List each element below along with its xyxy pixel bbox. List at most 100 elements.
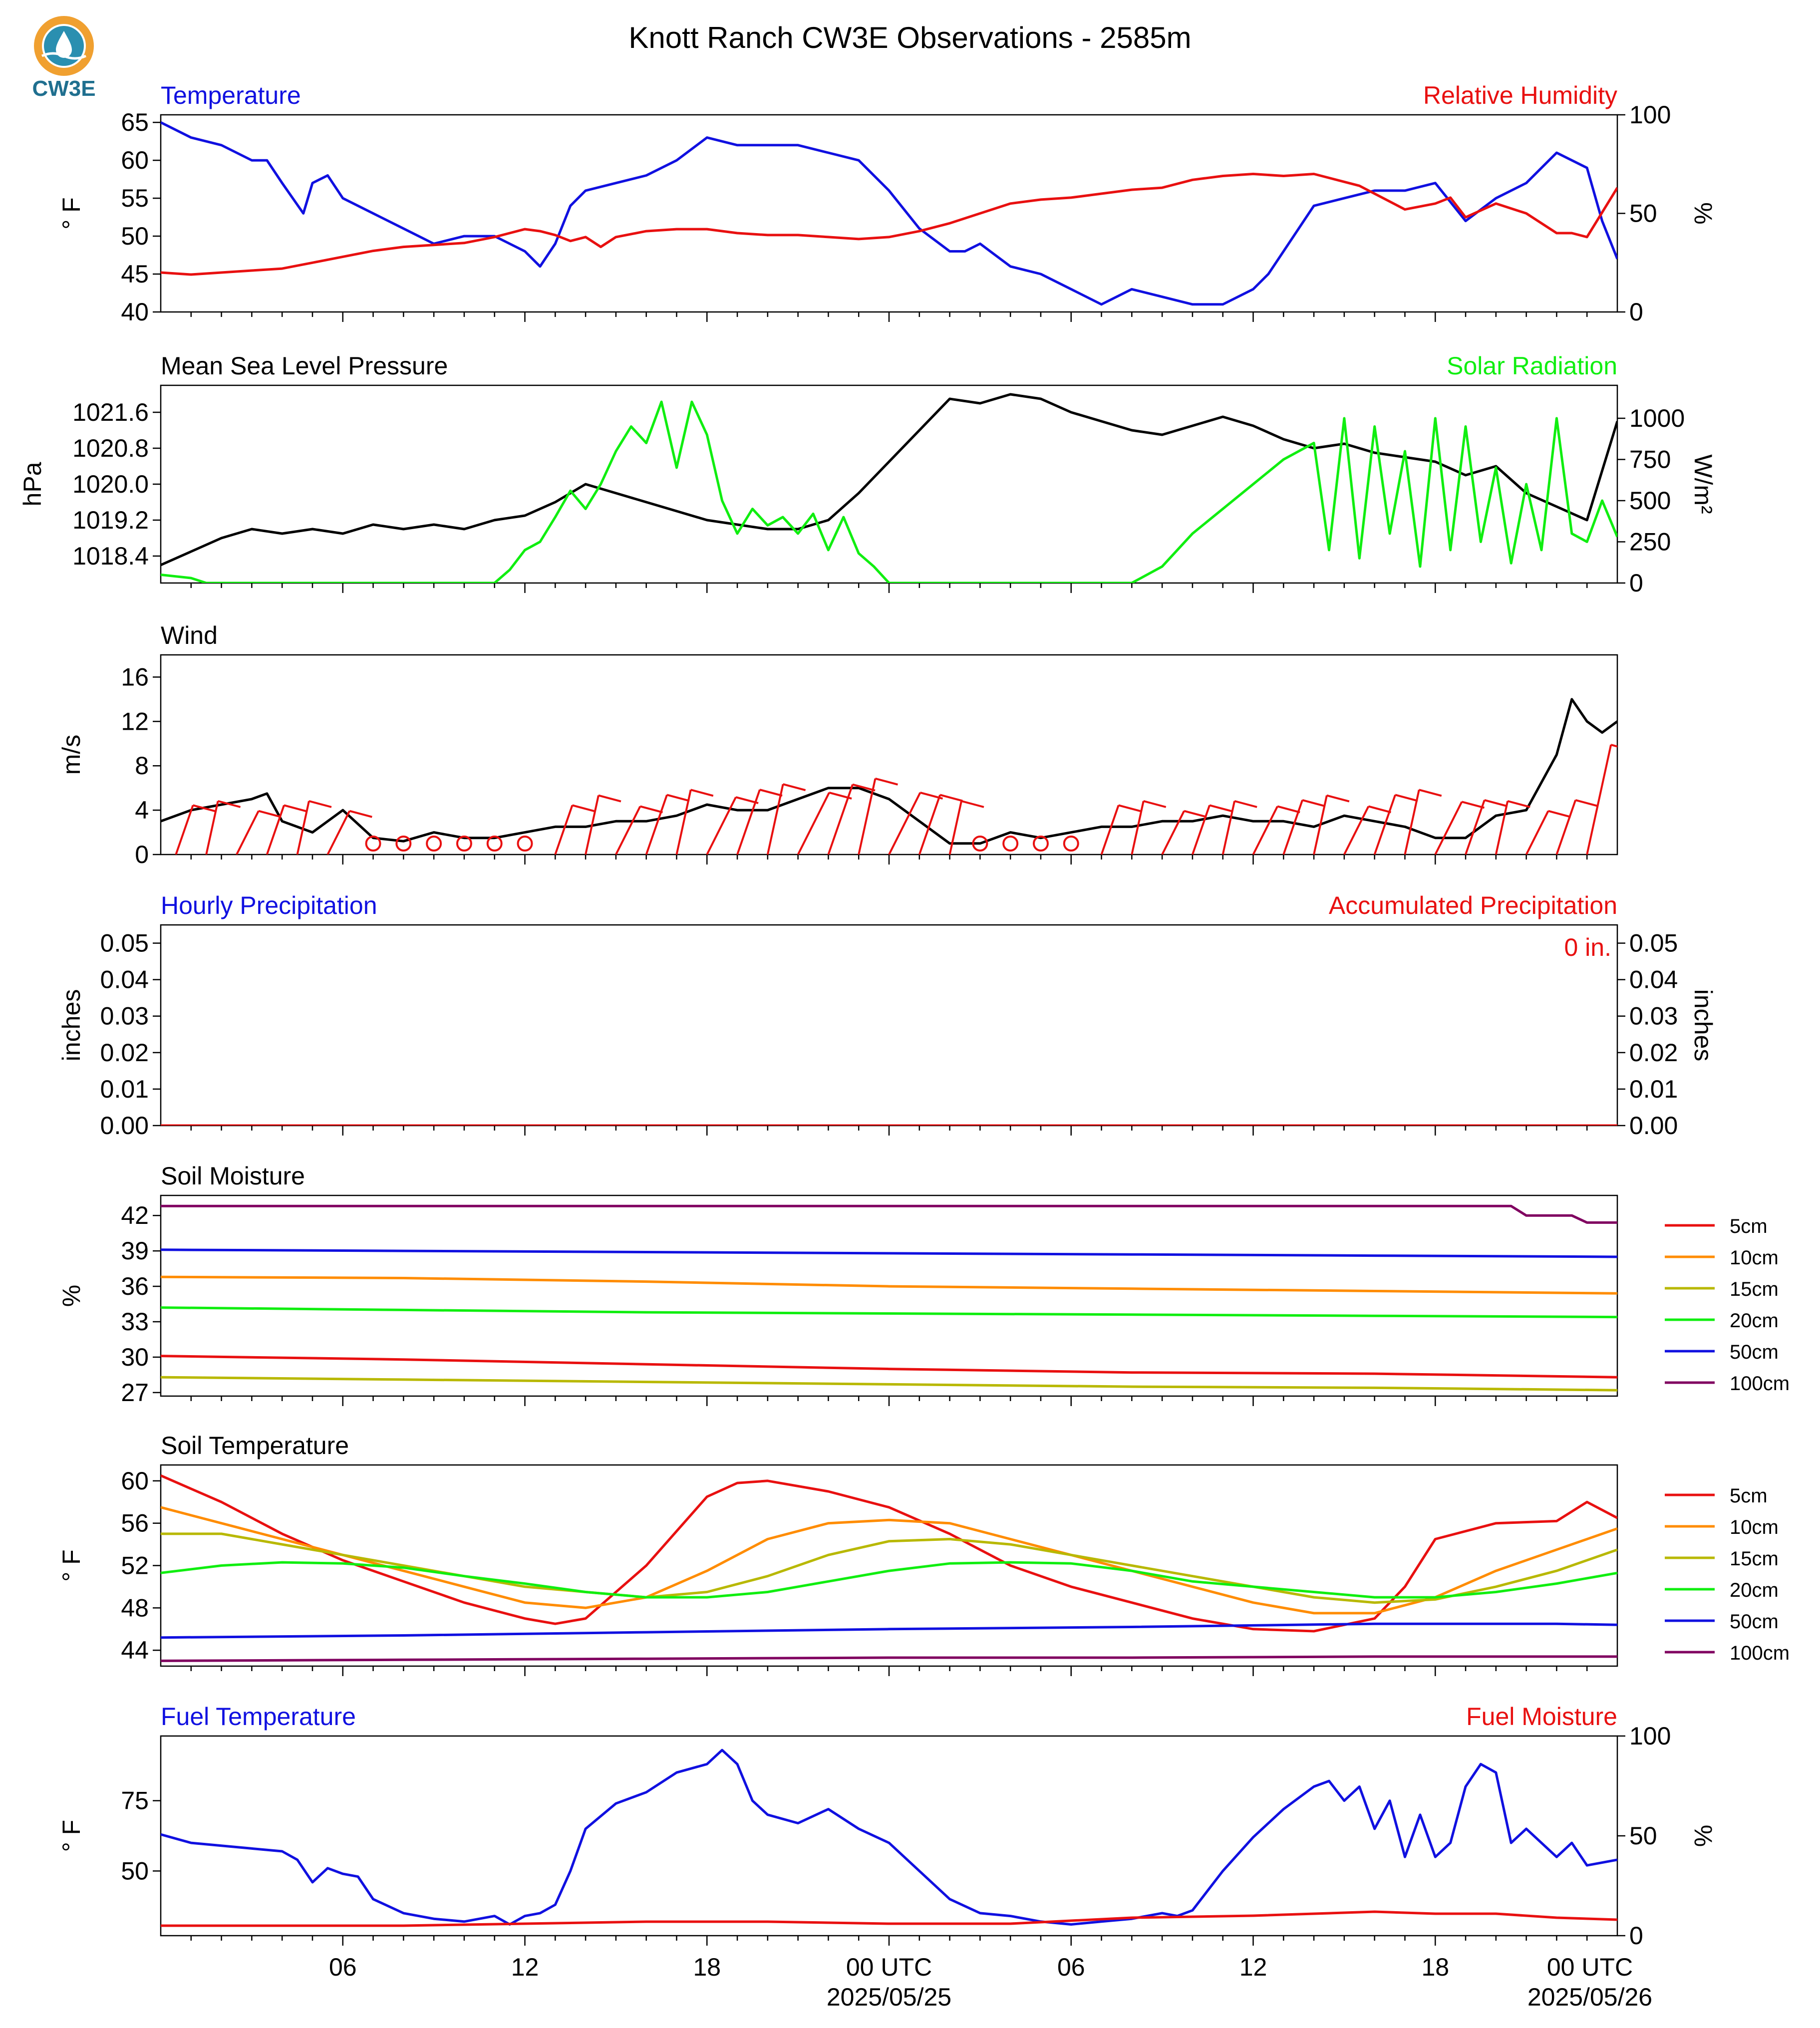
wind-barb-shaft bbox=[736, 789, 761, 855]
y-axis-label: ° F bbox=[57, 1820, 85, 1852]
x-tick-label: 12 bbox=[511, 1953, 539, 1981]
legend-entry: 5cm bbox=[1730, 1215, 1768, 1237]
wind-barb-flag bbox=[639, 805, 663, 814]
x-tick-label: 06 bbox=[329, 1953, 357, 1981]
y-tick-label: 56 bbox=[121, 1509, 149, 1537]
y-tick-label: 50 bbox=[121, 222, 149, 250]
plot-frame bbox=[160, 114, 1618, 313]
series-10cm bbox=[161, 1275, 1617, 1295]
series-100cm bbox=[161, 1204, 1617, 1224]
y2-tick-label: 100 bbox=[1629, 1722, 1671, 1750]
panel-soil_temperature: Soil Temperature 44 48 52 56 60 ° F 5cm 10cm 15cm… bbox=[57, 1432, 1790, 1676]
wind-barb-flag bbox=[1395, 794, 1418, 802]
wind-barb-shaft bbox=[296, 801, 310, 855]
wind-barb-flag bbox=[1507, 800, 1530, 808]
panel-title-right: Accumulated Precipitation bbox=[1329, 891, 1617, 919]
wind-barb-shaft bbox=[1313, 795, 1328, 855]
wind-barb-flag bbox=[1302, 799, 1325, 807]
logo-wave bbox=[41, 52, 87, 60]
y-tick-label: 39 bbox=[121, 1237, 149, 1265]
y2-tick-label: 0.00 bbox=[1629, 1112, 1678, 1140]
x-tick-label: 00 UTC bbox=[1547, 1953, 1633, 1981]
wind-barb-shaft bbox=[1343, 806, 1370, 855]
wind-barb-flag bbox=[852, 783, 876, 792]
wind-barb-shaft bbox=[554, 805, 574, 855]
cw3e-logo: CW3E bbox=[32, 16, 96, 101]
panel-title-right: Relative Humidity bbox=[1423, 81, 1617, 109]
wind-barb-shaft bbox=[706, 797, 737, 855]
wind-barb-flag bbox=[1326, 794, 1350, 803]
calm-wind-marker bbox=[1063, 836, 1079, 852]
wind-barb-shaft bbox=[1100, 805, 1120, 855]
legend: 5cm 10cm 15cm 20cm 50cm 100cm bbox=[1665, 1215, 1790, 1395]
x-tick-label: 12 bbox=[1239, 1953, 1267, 1981]
y-tick-label: 1020.8 bbox=[72, 434, 149, 462]
wind-barb-flag bbox=[308, 800, 332, 808]
y-axis-label: hPa bbox=[18, 462, 46, 506]
legend-entry: 100cm bbox=[1730, 1642, 1790, 1664]
x-tick-label: 18 bbox=[1421, 1953, 1449, 1981]
y2-axis-label: W/m² bbox=[1689, 454, 1717, 514]
wind-barb-flag bbox=[759, 789, 783, 797]
wind-barb-flag bbox=[939, 794, 963, 802]
y2-tick-label: 500 bbox=[1629, 487, 1671, 515]
legend-entry: 15cm bbox=[1730, 1548, 1779, 1570]
y2-tick-label: 0.05 bbox=[1629, 929, 1678, 957]
y-tick-label: 52 bbox=[121, 1552, 149, 1580]
water-drop-icon bbox=[56, 31, 72, 58]
wind-barb-shaft bbox=[675, 789, 692, 855]
panel-title-right: Solar Radiation bbox=[1447, 352, 1617, 380]
accumulation-annotation: 0 in. bbox=[1564, 933, 1611, 961]
legend-entry: 10cm bbox=[1730, 1516, 1779, 1538]
wind-barb-flag bbox=[1548, 810, 1571, 818]
y-tick-label: 45 bbox=[121, 260, 149, 288]
y-tick-label: 36 bbox=[121, 1272, 149, 1300]
wind-barb-shaft bbox=[948, 801, 962, 855]
series-fuel-moisture bbox=[161, 1910, 1617, 1927]
panel-wind: Wind 0 4 8 12 16 m/s bbox=[57, 621, 1618, 869]
y-tick-label: 60 bbox=[121, 1467, 149, 1495]
y-tick-label: 60 bbox=[121, 146, 149, 174]
wind-barb-shaft bbox=[1525, 810, 1549, 855]
panel-title-left: Wind bbox=[161, 621, 218, 649]
y-axis-label: ° F bbox=[57, 1549, 85, 1581]
wind-barb-flag bbox=[1143, 800, 1167, 808]
legend-entry: 50cm bbox=[1730, 1611, 1779, 1633]
calm-wind-marker bbox=[486, 836, 503, 852]
wind-barb-flag bbox=[284, 804, 307, 813]
y-tick-label: 42 bbox=[121, 1201, 149, 1229]
wind-barb-shaft bbox=[615, 806, 641, 855]
series-relative-humidity bbox=[161, 173, 1617, 276]
panel-title-left: Fuel Temperature bbox=[161, 1703, 356, 1731]
legend-entry: 100cm bbox=[1730, 1373, 1790, 1395]
y-tick-label: 0.03 bbox=[100, 1002, 149, 1030]
panel-fuel: Fuel Temperature Fuel Moisture 50 75 0 50 100 °… bbox=[57, 1703, 1717, 1950]
panel-title-left: Temperature bbox=[161, 81, 301, 109]
wind-barb-shaft bbox=[858, 778, 877, 855]
wind-barb-shaft bbox=[175, 805, 194, 855]
y-axis-label: ° F bbox=[57, 197, 85, 229]
date-label: 2025/05/25 bbox=[827, 1983, 951, 2011]
wind-barb-shaft bbox=[236, 810, 260, 855]
y2-tick-label: 50 bbox=[1629, 200, 1657, 228]
wind-barb-flag bbox=[875, 777, 898, 786]
wind-barb-flag bbox=[1575, 799, 1598, 807]
series-20cm bbox=[161, 1561, 1617, 1599]
wind-barb-flag bbox=[193, 804, 216, 813]
y-tick-label: 4 bbox=[135, 796, 149, 824]
y2-tick-label: 0 bbox=[1629, 569, 1643, 597]
y-tick-label: 1021.6 bbox=[72, 398, 149, 426]
y-tick-label: 65 bbox=[121, 108, 149, 136]
wind-barb-shaft bbox=[1131, 801, 1145, 855]
series-15cm bbox=[161, 1532, 1617, 1604]
wind-barb-flag bbox=[1610, 744, 1617, 748]
legend-entry: 15cm bbox=[1730, 1278, 1779, 1300]
wind-barb-shaft bbox=[1555, 800, 1577, 855]
series-temperature bbox=[161, 121, 1617, 306]
series-10cm bbox=[161, 1506, 1617, 1615]
y-tick-label: 1020.0 bbox=[72, 470, 149, 498]
wind-barb-flag bbox=[961, 800, 984, 808]
series-100cm bbox=[161, 1655, 1617, 1662]
panel-title-left: Soil Temperature bbox=[161, 1432, 349, 1459]
